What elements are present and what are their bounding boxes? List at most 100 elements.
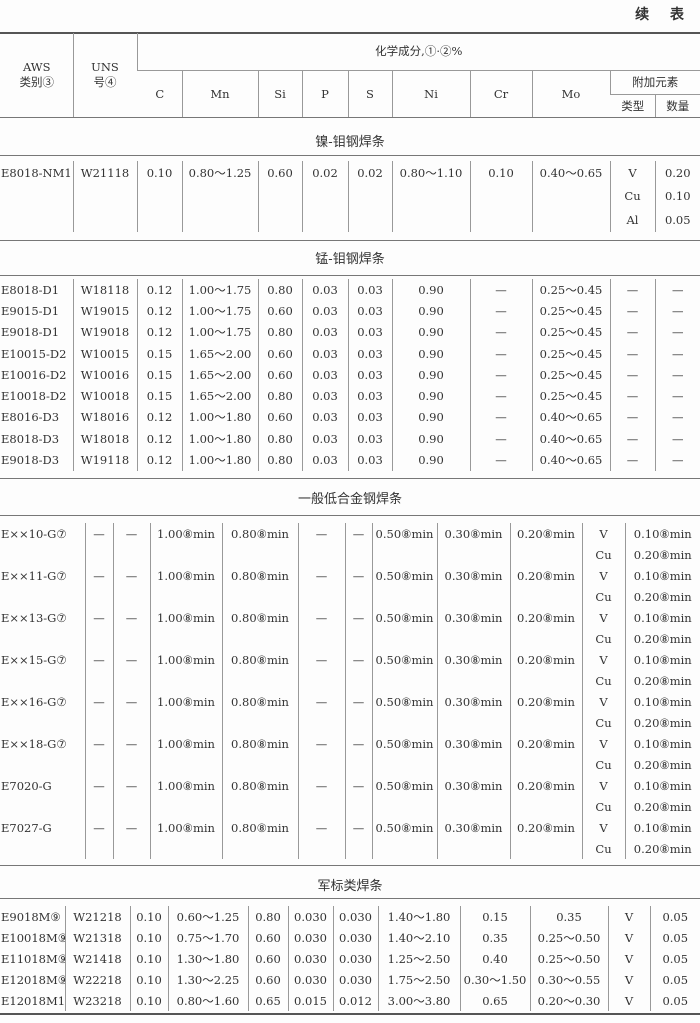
cell-p: 0.030 <box>287 948 333 969</box>
cell-p: 0.03 <box>301 449 348 471</box>
cell-cr <box>436 586 510 607</box>
cell-extra-qty: — <box>654 449 700 471</box>
table-row: E8018-D1 W18118 0.12 1.00～1.75 0.80 0.03 0.03 0… <box>0 279 700 301</box>
cell-si: 0.60 <box>257 342 302 365</box>
cell-ni <box>391 208 470 232</box>
cell-s: — <box>344 691 372 712</box>
cell-extra-type: Cu <box>581 586 625 607</box>
cell-c <box>136 208 182 232</box>
table-row: E8018-D3 W18018 0.12 1.00～1.80 0.80 0.03 0.03 0… <box>0 428 700 450</box>
cell-ni: 0.90 <box>391 449 470 471</box>
cell-s <box>344 796 372 817</box>
cell-s: — <box>344 775 372 796</box>
cell-p <box>297 628 345 649</box>
table-row: E12018M⑨ W22218 0.10 1.30～2.25 0.60 0.030 0.03… <box>0 969 700 990</box>
cell-extra-qty: — <box>654 321 700 343</box>
cell-aws: E××13-G⑦ <box>1 610 67 625</box>
cell-extra-qty: — <box>654 406 700 429</box>
cell-ni: 0.90 <box>391 279 470 301</box>
cell-mo: 0.40～0.65 <box>531 428 610 450</box>
table-header: AWS 类别③ UNS 号④ 化学成分,①·②% C Mn Si P S Ni Cr… <box>0 33 700 117</box>
cell-uns: W10015 <box>72 342 137 365</box>
table-row: Cu 0.20⑧min <box>0 670 700 691</box>
cell-extra-qty: — <box>654 342 700 365</box>
cell-cr: 0.30⑧min <box>436 565 510 586</box>
cell-ni <box>391 184 470 208</box>
cell-mo: 0.25～0.45 <box>531 321 610 343</box>
cell-extra-type: V <box>607 969 650 990</box>
cell-cr: 0.30⑧min <box>436 691 510 712</box>
cell-extra-qty: 0.20⑧min <box>624 586 700 607</box>
cell-uns: W18018 <box>72 428 137 450</box>
cell-uns: W18118 <box>72 279 137 301</box>
cell-mo: 0.25～0.45 <box>531 385 610 407</box>
cell-p <box>297 586 345 607</box>
cell-p: — <box>297 691 345 712</box>
cell-aws: E9018-D3 <box>1 453 60 468</box>
table-row: E××11-G⑦ — —1.00⑧min 0.80⑧min — —0.50⑧min 0.30… <box>0 565 700 586</box>
cell-mo: 0.20⑧min <box>509 565 582 586</box>
cell-p: 0.03 <box>301 300 348 322</box>
cell-mo: 0.20⑧min <box>509 775 582 796</box>
table-row: E8018-NM1 W21118 0.10 0.80～1.25 0.60 0.02 0.02… <box>0 161 700 185</box>
cell-mo <box>509 838 582 859</box>
header-s: S <box>347 70 392 117</box>
cell-extra-type: Cu <box>581 838 625 859</box>
cell-extra-qty: 0.20⑧min <box>624 628 700 649</box>
section-table: E9018M⑨ W21218 0.10 0.60～1.25 0.80 0.030 0.030… <box>0 906 700 1011</box>
cell-mn <box>181 184 258 208</box>
cell-aws <box>0 796 85 817</box>
cell-p <box>297 670 345 691</box>
cell-aws: E10018-D2 <box>1 389 67 404</box>
cell-ni <box>371 838 437 859</box>
cell-mo <box>509 712 582 733</box>
cell-extra-qty: 0.05 <box>649 948 700 969</box>
cell-aws: E12018M⑨ <box>1 972 65 987</box>
cell-uns: W19118 <box>72 449 137 471</box>
cell-p <box>297 544 345 565</box>
table-row: E××15-G⑦ — —1.00⑧min 0.80⑧min — —0.50⑧min 0.30… <box>0 649 700 670</box>
rule <box>0 865 700 866</box>
cell-c: 0.10 <box>129 990 168 1011</box>
cell-ni: 0.50⑧min <box>371 607 437 628</box>
cell-c: — <box>112 733 150 754</box>
cell-aws: E××10-G⑦ <box>1 526 67 541</box>
cell-extra-type: V <box>581 607 625 628</box>
cell-si: 0.80⑧min <box>221 565 298 586</box>
cell-s: — <box>344 817 372 838</box>
table-row: E11018M⑨ W21418 0.10 1.30～1.80 0.60 0.030 0.03… <box>0 948 700 969</box>
cell-p: 0.03 <box>301 385 348 407</box>
cell-c: 0.10 <box>129 969 168 990</box>
cell-si: 0.65 <box>247 990 288 1011</box>
cell-s: 0.03 <box>347 342 392 365</box>
cell-c <box>112 586 150 607</box>
header-ni: Ni <box>391 70 470 117</box>
cell-si: 0.60 <box>247 948 288 969</box>
cell-aws <box>0 185 73 209</box>
cell-si: 0.80⑧min <box>221 691 298 712</box>
cell-c: — <box>112 649 150 670</box>
cell-p: 0.03 <box>301 428 348 450</box>
cell-p: — <box>297 607 345 628</box>
cell-mn <box>181 208 258 232</box>
header-extra-qty: 数量 <box>654 94 700 117</box>
cell-si: 0.80 <box>257 321 302 343</box>
table-row: E10016-D2 W10016 0.15 1.65～2.00 0.60 0.03 0.03… <box>0 364 700 386</box>
table-row: E××16-G⑦ — —1.00⑧min 0.80⑧min — —0.50⑧min 0.30… <box>0 691 700 712</box>
rule <box>0 240 700 241</box>
cell-aws: E7020-G <box>1 778 52 793</box>
cell-uns: — <box>84 775 113 796</box>
cell-mn <box>149 796 222 817</box>
cell-mo <box>509 628 582 649</box>
cell-mn: 1.30～1.80 <box>167 948 248 969</box>
cell-mo <box>509 796 582 817</box>
cell-extra-qty: 0.20⑧min <box>624 796 700 817</box>
cell-ni: 0.50⑧min <box>371 523 437 544</box>
cell-ni: 0.90 <box>391 321 470 343</box>
cell-aws: E××16-G⑦ <box>1 694 67 709</box>
section-table: E8018-D1 W18118 0.12 1.00～1.75 0.80 0.03 0.03 0… <box>0 279 700 471</box>
section-title: 镍-钼钢焊条 <box>315 135 385 150</box>
cell-mo: 0.20～0.30 <box>529 990 608 1011</box>
cell-mn: 1.65～2.00 <box>181 364 258 386</box>
cell-mn: 1.30～2.25 <box>167 969 248 990</box>
